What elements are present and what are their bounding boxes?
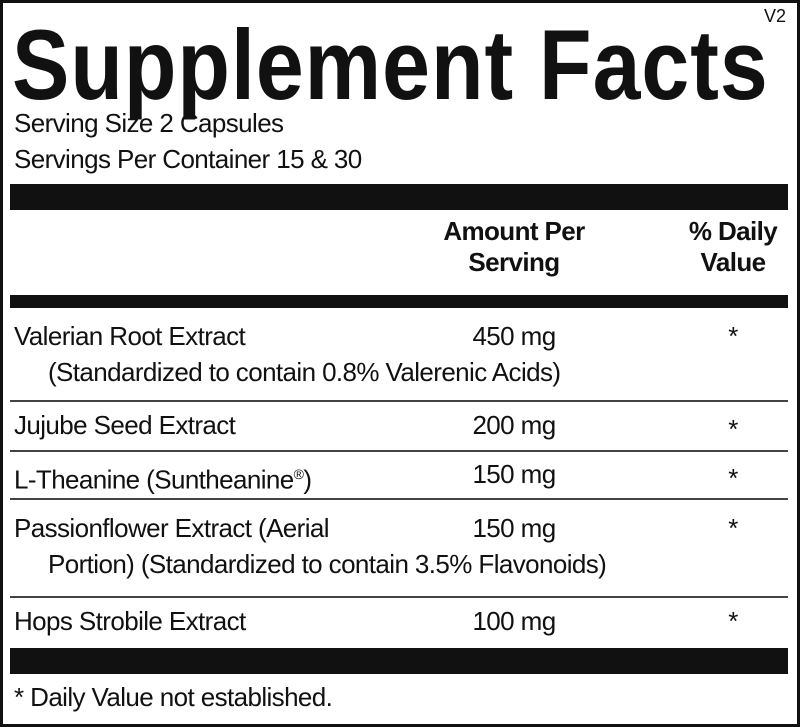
- row-divider: [10, 498, 788, 500]
- amount-header: Amount Per Serving: [424, 216, 604, 278]
- ingredient-dv: *: [728, 321, 738, 351]
- version-tag: V2: [763, 6, 786, 26]
- amount-header-line2: Serving: [468, 247, 560, 277]
- ingredient-subtext: (Standardized to contain 0.8% Valerenic …: [48, 357, 561, 387]
- ingredient-dv: *: [728, 414, 738, 444]
- ingredient-dv: *: [728, 606, 738, 636]
- footnote: * Daily Value not established.: [14, 682, 333, 712]
- ingredient-name-text: L-Theanine (Suntheanine: [14, 464, 294, 495]
- ingredient-amount: 450 mg: [472, 321, 556, 351]
- ingredient-amount: 150 mg: [472, 513, 556, 543]
- amount-header-line1: Amount Per: [443, 216, 585, 246]
- row-divider: [10, 596, 788, 598]
- ingredient-name: Jujube Seed Extract: [14, 410, 236, 440]
- ingredient-amount: 200 mg: [472, 410, 556, 440]
- label-title: Supplement Facts: [12, 10, 769, 121]
- ingredient-name-end: ): [303, 464, 312, 495]
- row-divider: [10, 450, 788, 452]
- ingredient-name: Hops Strobile Extract: [14, 606, 246, 636]
- servings-per-container: Servings Per Container 15 & 30: [14, 144, 362, 174]
- thick-divider-top: [10, 184, 788, 210]
- ingredient-subtext: Portion) (Standardized to contain 3.5% F…: [48, 549, 607, 579]
- thick-divider-bottom: [10, 648, 788, 674]
- dv-header-line2: Value: [700, 247, 767, 277]
- ingredient-dv: *: [728, 513, 738, 543]
- ingredient-name: Valerian Root Extract: [14, 321, 246, 351]
- daily-value-header: % Daily Value: [658, 216, 800, 278]
- medium-divider: [10, 295, 788, 308]
- serving-size: Serving Size 2 Capsules: [14, 108, 284, 138]
- ingredient-dv: *: [728, 463, 738, 493]
- ingredient-name: Passionflower Extract (Aerial: [14, 513, 330, 543]
- ingredient-amount: 150 mg: [472, 459, 556, 489]
- ingredient-amount: 100 mg: [472, 606, 556, 636]
- ingredient-name: L-Theanine (Suntheanine®): [14, 459, 312, 495]
- dv-header-line1: % Daily: [688, 216, 778, 246]
- row-divider: [10, 400, 788, 402]
- registered-mark: ®: [293, 466, 304, 482]
